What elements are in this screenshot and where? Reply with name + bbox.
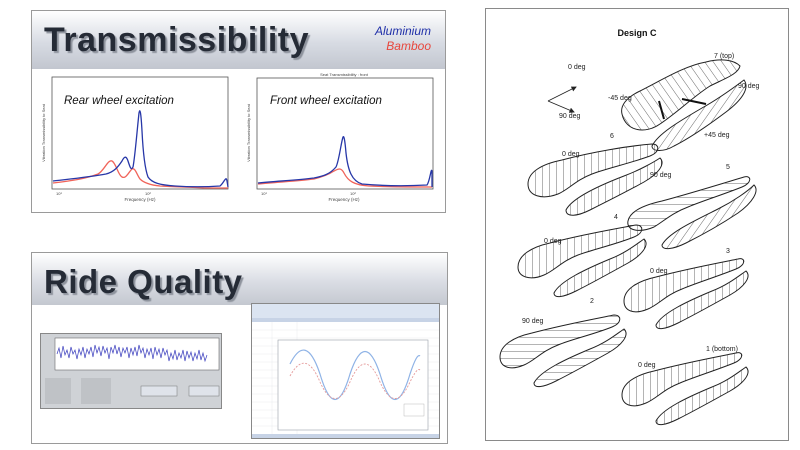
saddle-4: 4 0 deg — [517, 214, 647, 298]
legend-aluminium: Aluminium — [374, 24, 431, 38]
design-title: Design C — [617, 28, 657, 38]
legend-bamboo: Bamboo — [386, 39, 431, 53]
ribbon — [252, 304, 439, 318]
saddle-3-number: 3 — [726, 248, 730, 255]
rear-wheel-plot: Vibration Transmissibility to Seat Frequ… — [40, 71, 232, 206]
rear-xtick-2: 10² — [145, 191, 151, 196]
front-plot-svg: Seat Transmissibility : front Vibration … — [246, 72, 434, 202]
title-band — [32, 11, 445, 69]
control-button — [140, 385, 178, 397]
saddle-5-number: 5 — [726, 164, 730, 171]
control-box — [81, 378, 111, 404]
response-wave-2 — [289, 362, 421, 399]
saddle-4-number: 4 — [614, 214, 618, 221]
saddle-5-label: 90 deg — [650, 172, 672, 179]
rear-aluminium-curve — [52, 110, 229, 188]
axis-label-0deg: 0 deg — [568, 64, 586, 71]
saddle-7-left-label: -45 deg — [608, 95, 632, 102]
front-wheel-caption: Front wheel excitation — [270, 95, 382, 107]
spreadsheet-screenshot — [251, 303, 440, 439]
vibration-signal — [56, 344, 208, 363]
ride-quality-title: Ride Quality — [44, 263, 243, 300]
rear-ylabel: Vibration Transmissibility to Seat — [41, 103, 46, 162]
status-bar — [252, 434, 439, 438]
response-wave-1 — [289, 349, 421, 400]
axis-label-90deg: 90 deg — [559, 113, 581, 120]
saddle-4-label: 0 deg — [544, 238, 562, 245]
front-xtick-1: 10¹ — [261, 191, 267, 196]
saddle-3: 3 0 deg — [623, 248, 749, 330]
transmissibility-panel: Transmissibility Aluminium Bamboo Vibrat… — [31, 10, 446, 213]
plot-frame — [256, 77, 434, 190]
saddle-2: 2 90 deg — [499, 298, 627, 388]
saddle-3-label: 0 deg — [650, 268, 668, 275]
saddle-2-label: 90 deg — [522, 318, 544, 325]
saddle-7-right-label: 90 deg — [738, 83, 760, 90]
spreadsheet-svg — [252, 304, 439, 438]
control-box — [45, 378, 71, 404]
front-bamboo-curve — [257, 168, 433, 188]
saddle-1-label: 0 deg — [638, 362, 656, 369]
saddle-6: 6 0 deg — [527, 133, 663, 216]
front-plot-title: Seat Transmissibility : front — [320, 72, 369, 77]
saddle-7-number: 7 (top) — [714, 53, 734, 60]
saddle-5: 5 90 deg — [627, 164, 757, 250]
rear-bamboo-curve — [52, 160, 228, 189]
rear-plot-svg: Vibration Transmissibility to Seat Frequ… — [41, 76, 229, 202]
saddle-7-bottom-label: +45 deg — [704, 132, 730, 139]
ride-quality-panel: Ride Quality — [31, 252, 448, 444]
design-c-figure: Design C 0 deg 90 deg 7 (top) -45 deg 90… — [499, 28, 760, 426]
front-xlabel: Frequency (Hz) — [328, 197, 360, 202]
orientation-axes: 0 deg 90 deg — [547, 64, 586, 120]
plot-frame — [51, 76, 229, 190]
title-band — [32, 253, 447, 305]
signal-screenshot-svg — [41, 334, 221, 408]
embedded-chart — [277, 339, 429, 431]
front-xtick-2: 10² — [350, 191, 356, 196]
design-c-panel: Design C 0 deg 90 deg 7 (top) -45 deg 90… — [485, 8, 789, 441]
front-aluminium-curve — [257, 135, 433, 187]
saddle-2-number: 2 — [590, 298, 594, 305]
signal-screenshot — [40, 333, 222, 409]
front-ylabel: Vibration Transmissibility to Seat — [246, 103, 251, 162]
saddle-1: 1 (bottom) 0 deg — [621, 346, 749, 426]
saddle-6-number: 6 — [610, 133, 614, 140]
chart-legend — [403, 403, 425, 417]
rear-wheel-caption: Rear wheel excitation — [64, 95, 174, 107]
transmissibility-title: Transmissibility — [44, 21, 309, 59]
control-button — [188, 385, 220, 397]
saddle-1-number: 1 (bottom) — [706, 346, 738, 353]
saddle-6-label: 0 deg — [562, 151, 580, 158]
rear-xlabel: Frequency (Hz) — [124, 197, 156, 202]
saddle-7: 7 (top) -45 deg 90 deg +45 deg — [608, 53, 760, 151]
front-wheel-plot: Seat Transmissibility : front Vibration … — [244, 71, 439, 206]
rear-xtick-1: 10¹ — [56, 191, 62, 196]
